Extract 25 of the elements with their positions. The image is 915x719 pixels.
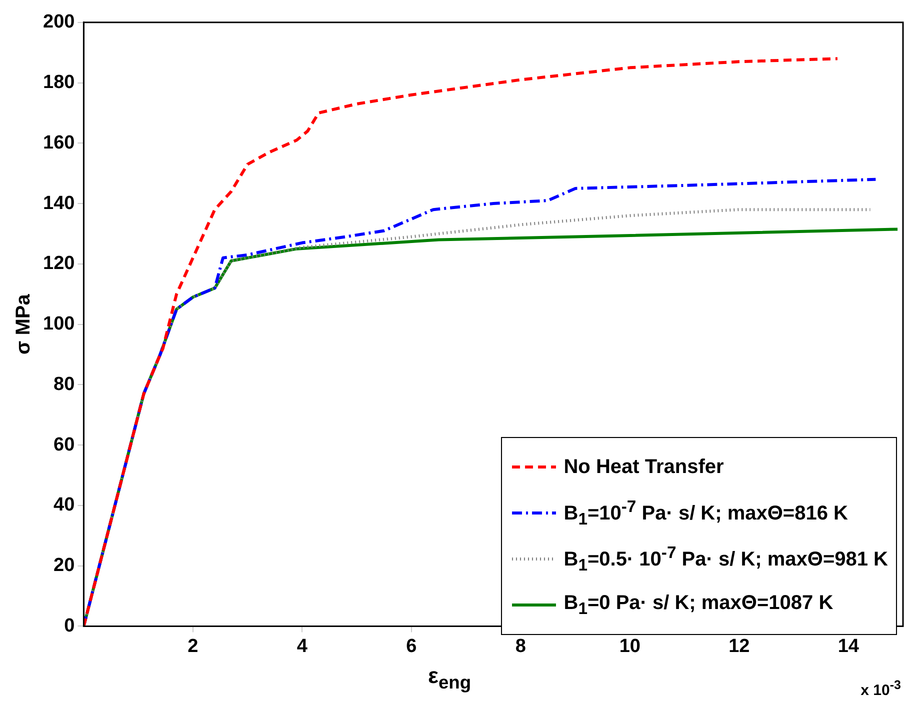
x-tick-label: 12 <box>728 636 750 657</box>
y-tick-label: 120 <box>43 253 75 274</box>
y-tick-label: 200 <box>43 12 75 33</box>
y-tick-label: 140 <box>43 192 75 214</box>
x-tick-label: 10 <box>619 636 640 657</box>
y-axis-title: σ MPa <box>12 293 35 354</box>
legend-label: B$_{1}$=0 Pa· s/ K; maxΘ=1087 K <box>564 592 834 618</box>
y-tick-label: 180 <box>43 72 75 94</box>
y-tick-label: 80 <box>54 374 75 395</box>
legend-label: No Heat Transfer <box>564 456 724 478</box>
x-axis-title: ε$_{eng}$ <box>428 663 472 694</box>
y-tick-label: 40 <box>54 494 75 516</box>
x-tick-label: 8 <box>515 636 526 657</box>
legend-label: B$_{1}$=0.5· 10$^{-7}$ Pa· s/ K; maxΘ=981 K <box>564 542 888 576</box>
x-tick-label: 2 <box>188 636 198 657</box>
y-tick-label: 0 <box>64 615 75 636</box>
text: x 10$^{-3}$ <box>860 678 901 699</box>
x-tick-label: 6 <box>406 636 417 657</box>
y-tick-label: 20 <box>54 555 75 576</box>
y-tick-label: 160 <box>43 132 75 154</box>
y-tick-label: 60 <box>54 434 75 456</box>
x-tick-label: 14 <box>838 636 860 657</box>
x-tick-label: 4 <box>296 636 308 657</box>
y-tick-label: 100 <box>43 314 75 335</box>
legend-label: B$_{1}$=10$^{-7}$ Pa· s/ K; maxΘ=816 K <box>564 496 848 530</box>
